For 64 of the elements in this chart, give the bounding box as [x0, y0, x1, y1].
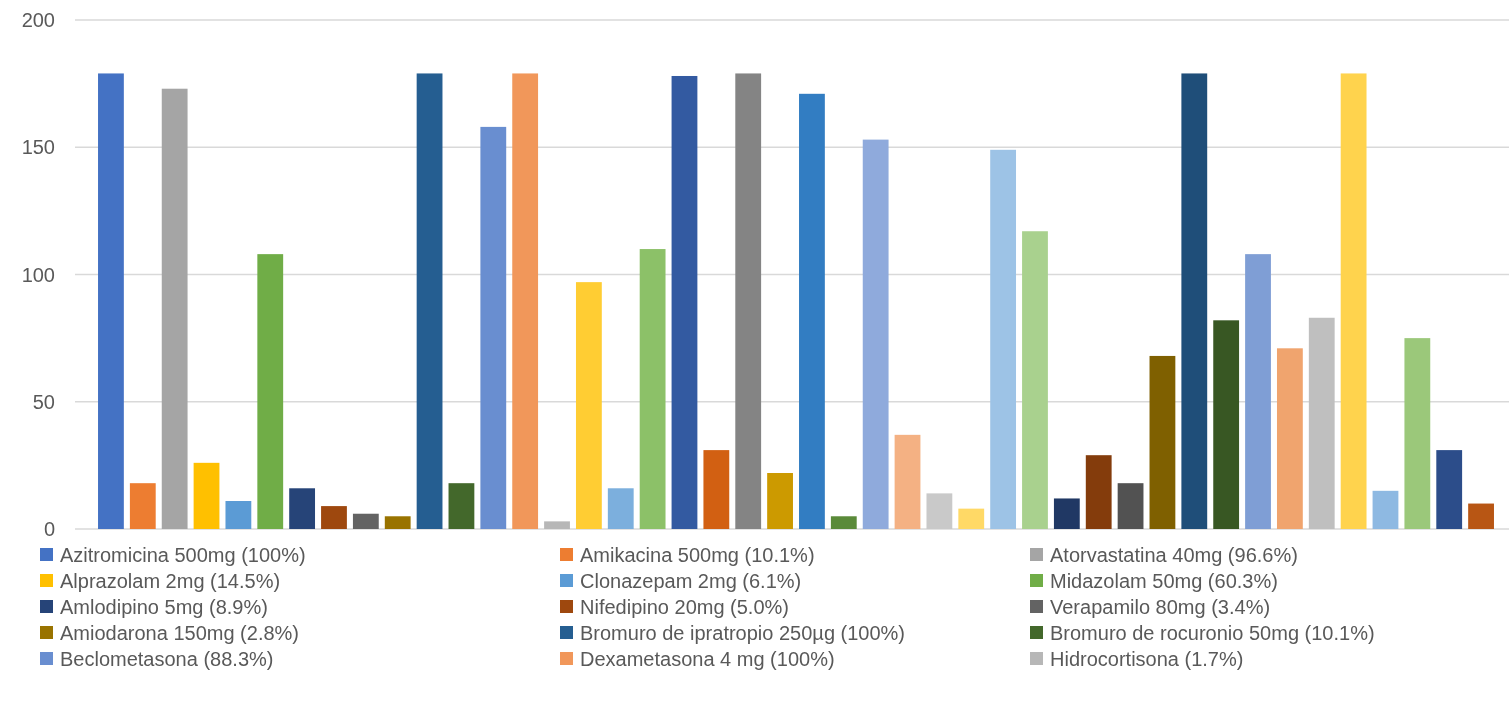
legend-label: Amikacina 500mg (10.1%): [580, 544, 815, 566]
bar: [289, 488, 316, 529]
bar: [98, 73, 124, 529]
bar: [767, 473, 793, 529]
bar: [1276, 348, 1303, 529]
bar: [416, 73, 443, 529]
bar: [161, 88, 188, 529]
y-tick-label: 0: [43, 518, 55, 540]
y-tick-label: 150: [21, 136, 55, 159]
bar: [607, 488, 634, 529]
bar: [352, 513, 379, 529]
bar: [1117, 483, 1144, 529]
y-tick-label: 200: [21, 9, 55, 31]
bar: [735, 73, 762, 529]
bar: [990, 149, 1017, 529]
legend-label: Bromuro de ipratropio 250µg (100%): [580, 622, 906, 644]
legend-label: Atorvastatina 40mg (96.6%): [1050, 544, 1298, 566]
legend-label: Bromuro de rocuronio 50mg (10.1%): [1050, 622, 1375, 644]
legend-label: Verapamilo 80mg (3.4%): [1050, 596, 1271, 618]
y-tick-label: 50: [32, 390, 55, 413]
bar: [1372, 490, 1399, 529]
bar: [1468, 503, 1494, 529]
legend-label: Dexametasona 4 mg (100%): [580, 648, 835, 670]
bar: [1022, 231, 1048, 529]
bar: [129, 483, 156, 529]
bar: [1308, 317, 1335, 529]
bar: [193, 462, 220, 529]
legend-label: Azitromicina 500mg (100%): [60, 544, 306, 566]
bar: [512, 73, 539, 529]
y-tick-label: 100: [21, 263, 55, 286]
bar: [448, 483, 475, 529]
bar: [1404, 338, 1431, 529]
bar: [703, 450, 730, 529]
bar: [1053, 498, 1080, 529]
bar: [1245, 254, 1271, 529]
legend-label: Clonazepam 2mg (6.1%): [580, 570, 802, 592]
bar: [321, 506, 347, 529]
bar: [257, 254, 284, 529]
bar: [1149, 355, 1176, 529]
bar: [862, 139, 889, 529]
legend-label: Beclometasona (88.3%): [60, 648, 274, 670]
bar: [958, 508, 985, 529]
bar: [926, 493, 953, 529]
legend-label: Amiodarona 150mg (2.8%): [60, 622, 300, 644]
bar: [799, 93, 825, 529]
bar: [1213, 320, 1240, 529]
bar: [1436, 450, 1463, 529]
legend-label: Amlodipino 5mg (8.9%): [60, 596, 268, 618]
bar: [225, 501, 252, 529]
legend-label: Midazolam 50mg (60.3%): [1050, 570, 1278, 592]
bar: [1340, 73, 1367, 529]
bar: [671, 75, 698, 529]
bar: [575, 282, 602, 529]
bar: [830, 516, 857, 529]
bar: [639, 249, 666, 529]
bar: [1181, 73, 1208, 529]
bar: [544, 521, 570, 529]
legend-label: Alprazolam 2mg (14.5%): [60, 570, 281, 592]
bar: [480, 126, 507, 529]
bar: [384, 516, 411, 529]
bar: [894, 434, 921, 529]
legend-label: Hidrocortisona (1.7%): [1050, 648, 1244, 670]
legend-label: Nifedipino 20mg (5.0%): [580, 596, 789, 618]
bar: [1085, 455, 1112, 529]
